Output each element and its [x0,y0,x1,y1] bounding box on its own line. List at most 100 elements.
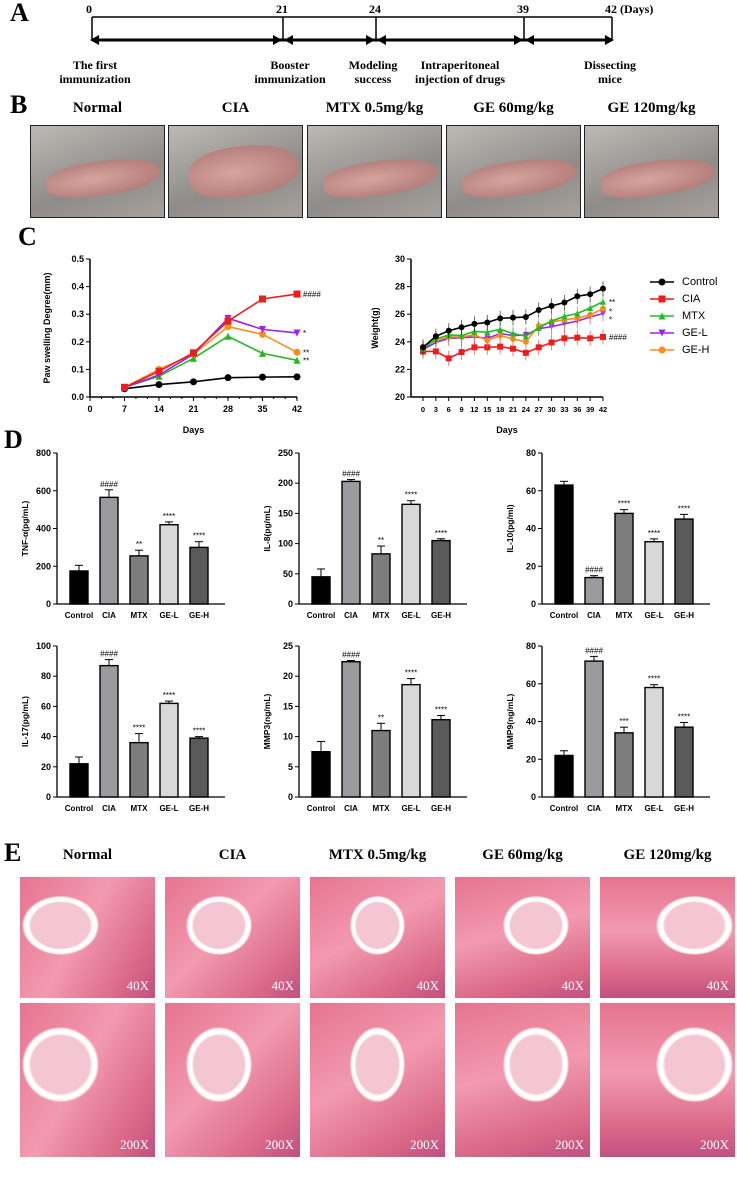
marker-square [432,348,439,355]
x-tick-label: 42 [599,405,607,414]
series-Control [121,373,301,393]
marker-circle [224,374,232,382]
magnification-label: 200X [410,1137,439,1152]
category-label: MTX [373,804,391,813]
paw-photo [307,125,442,218]
bar-MTX [614,732,634,798]
y-axis-label: IL-17(pg/mL) [20,696,30,747]
significance-mark: ** [303,356,309,365]
legend-item: GE-L [650,324,717,341]
significance-mark: #### [609,333,627,342]
y-tick-label: 80 [41,671,51,681]
histology-image: 40X [20,877,155,998]
series-line [124,335,298,389]
significance-mark: #### [342,470,360,479]
y-tick-label: 80 [526,641,536,651]
paw-shape [44,153,163,203]
marker-triangle [548,318,555,325]
histology-title: GE 120mg/kg [623,847,712,863]
y-tick-label: 28 [395,282,405,292]
marker-triangle-down [293,329,301,337]
significance-mark: **** [435,705,447,714]
bar-Control [311,750,331,798]
y-tick-label: 20 [395,392,405,402]
y-tick-label: 10 [283,732,293,742]
marker-square [522,349,529,356]
y-tick-label: 600 [36,486,51,496]
y-tick-label: 0.4 [71,282,84,292]
x-tick-label: 36 [573,405,581,414]
x-tick-label: 35 [257,404,267,414]
bar-CIA [341,480,361,605]
marker-circle [155,381,163,389]
x-tick-label: 30 [547,405,555,414]
y-tick-label: 100 [36,641,51,651]
marker-square [259,295,266,303]
panel-label-e: E [4,838,22,867]
bar-MTX [371,729,391,798]
bar-CIA [99,496,119,605]
bar-CIA [584,660,604,798]
y-tick-label: 0.0 [71,392,84,402]
marker-triangle [522,333,529,340]
bar-GE-H [674,518,694,605]
event-first-immunization: The first immunization [59,58,131,86]
marker-circle [259,330,266,338]
timeline-day-21: 21 [276,2,288,16]
bar-GE-H [431,539,451,605]
y-tick-label: 30 [395,254,405,264]
marker-triangle [458,332,465,339]
y-tick-label: 24 [395,337,405,347]
x-tick-label: 15 [483,405,491,414]
timeline-unit: (Days) [620,2,654,16]
marker-square [190,349,197,357]
y-tick-label: 26 [395,309,405,319]
paw-photo [168,125,303,218]
bar-Control [554,754,574,798]
marker-circle [190,378,197,386]
y-axis-label: IL-10(pg/ml) [505,504,515,552]
x-tick-label: 27 [535,405,543,414]
series-CIA [121,290,301,391]
marker-circle [600,285,606,292]
legend-marker [650,312,674,319]
significance-mark: **** [193,532,205,541]
x-tick-label: 12 [470,405,478,414]
significance-mark: **** [405,491,417,500]
marker-square [224,317,232,325]
y-axis-label: MMP3(ng/mL) [262,693,272,749]
category-label: Control [307,611,335,620]
marker-circle [293,348,301,356]
y-axis-label: Paw swelling Degree(mm) [42,272,52,383]
magnification-label: 40X [561,978,584,993]
x-tick-label: 21 [188,404,198,414]
y-tick-label: 80 [526,448,536,458]
bar-Control [69,763,89,798]
y-axis-label: IL-8(pg/mL) [262,505,272,551]
panel-label-d: D [4,425,23,454]
marker-circle [445,327,452,334]
legend-marker [650,329,674,336]
panel-label-a: A [10,0,29,27]
series-line [124,325,298,389]
histology-title: CIA [218,847,247,863]
x-tick-label: 18 [496,405,504,414]
photo-title: GE 120mg/kg [607,100,696,116]
marker-circle [510,314,516,321]
x-tick-label: 28 [223,404,233,414]
y-tick-label: 40 [41,732,51,742]
x-tick-label: 24 [522,405,531,414]
marker-square [155,367,163,375]
timeline-day-24: 24 [369,2,381,16]
il10-chart: 0 20 40 60 80 IL-10(pg/ml) Control CIA #### MTX **… [505,448,710,620]
category-label: MTX [131,611,149,620]
marker-circle [574,293,581,300]
marker-circle [293,373,301,381]
series-MTX [420,294,606,357]
y-tick-label: 20 [41,762,51,772]
y-tick-label: 0 [288,599,293,609]
category-label: CIA [587,804,601,813]
significance-mark: ** [378,536,384,545]
y-tick-label: 250 [278,448,293,458]
paw-photo [584,125,719,218]
